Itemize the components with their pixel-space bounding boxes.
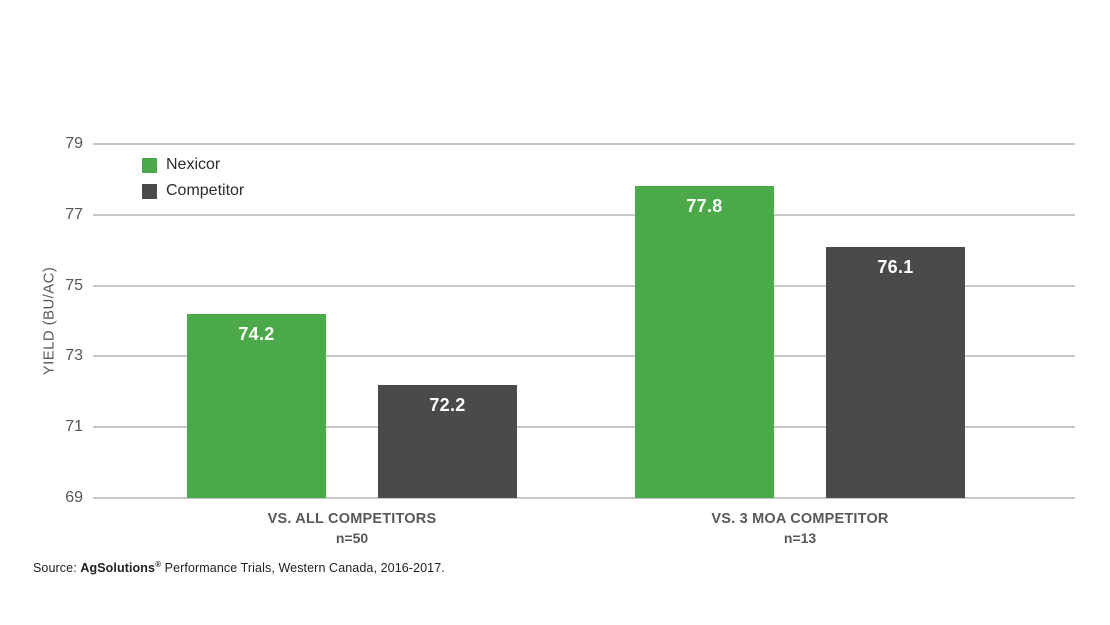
x-category-sample-size: n=13 <box>783 530 817 546</box>
legend-swatch-competitor <box>142 183 157 199</box>
x-category-label: VS. ALL COMPETITORS <box>267 511 437 527</box>
y-tick-label-77: 77 <box>65 205 83 223</box>
registered-trademark-symbol: ® <box>155 559 162 569</box>
bar-nexicor-group1: 74.2 <box>187 313 326 498</box>
bar-value-label: 72.2 <box>429 394 466 415</box>
gridline-79 <box>93 143 1075 145</box>
plot-area: 79 77 75 73 71 69 74.2 77.8 72.2 76.1 VS. ALL COMP… <box>65 135 1075 546</box>
x-category-group2: VS. 3 MOA COMPETITOR n=13 <box>640 510 960 548</box>
y-tick-label-69: 69 <box>65 489 83 506</box>
legend-swatch-nexicor <box>142 157 157 173</box>
y-tick-label-79: 79 <box>65 135 83 152</box>
legend-label: Competitor <box>166 182 245 199</box>
bar-value-label: 74.2 <box>238 323 275 344</box>
gridline-73 <box>93 355 1075 358</box>
x-category-label: VS. 3 MOA COMPETITOR <box>711 511 889 527</box>
legend-item-nexicor: Nexicor <box>142 156 244 174</box>
source-prefix: Source: <box>33 561 81 575</box>
y-tick-label-73: 73 <box>65 347 83 365</box>
gridline-75 <box>93 284 1075 287</box>
x-category-group1: VS. ALL COMPETITORS n=50 <box>192 510 512 548</box>
legend-label: Nexicor <box>166 156 221 173</box>
y-tick-label-71: 71 <box>65 418 83 436</box>
gridline-71 <box>93 426 1075 429</box>
bar-competitor-group1: 72.2 <box>378 384 517 498</box>
gridline-69 <box>93 497 1075 499</box>
bar-nexicor-group2: 77.8 <box>635 186 774 498</box>
x-category-sample-size: n=50 <box>335 530 369 546</box>
bar-value-label: 77.8 <box>686 196 723 217</box>
bar-competitor-group2: 76.1 <box>826 246 965 498</box>
legend-item-competitor: Competitor <box>142 182 244 200</box>
y-tick-label-75: 75 <box>65 276 83 294</box>
source-rest: Performance Trials, Western Canada, 2016… <box>161 561 445 575</box>
bar-value-label: 76.1 <box>877 256 914 277</box>
source-brand: AgSolutions <box>80 561 156 575</box>
gridline-77 <box>93 213 1075 216</box>
legend: Nexicor Competitor <box>142 156 244 200</box>
source-note: Source: AgSolutions® Performance Trials,… <box>33 559 445 575</box>
